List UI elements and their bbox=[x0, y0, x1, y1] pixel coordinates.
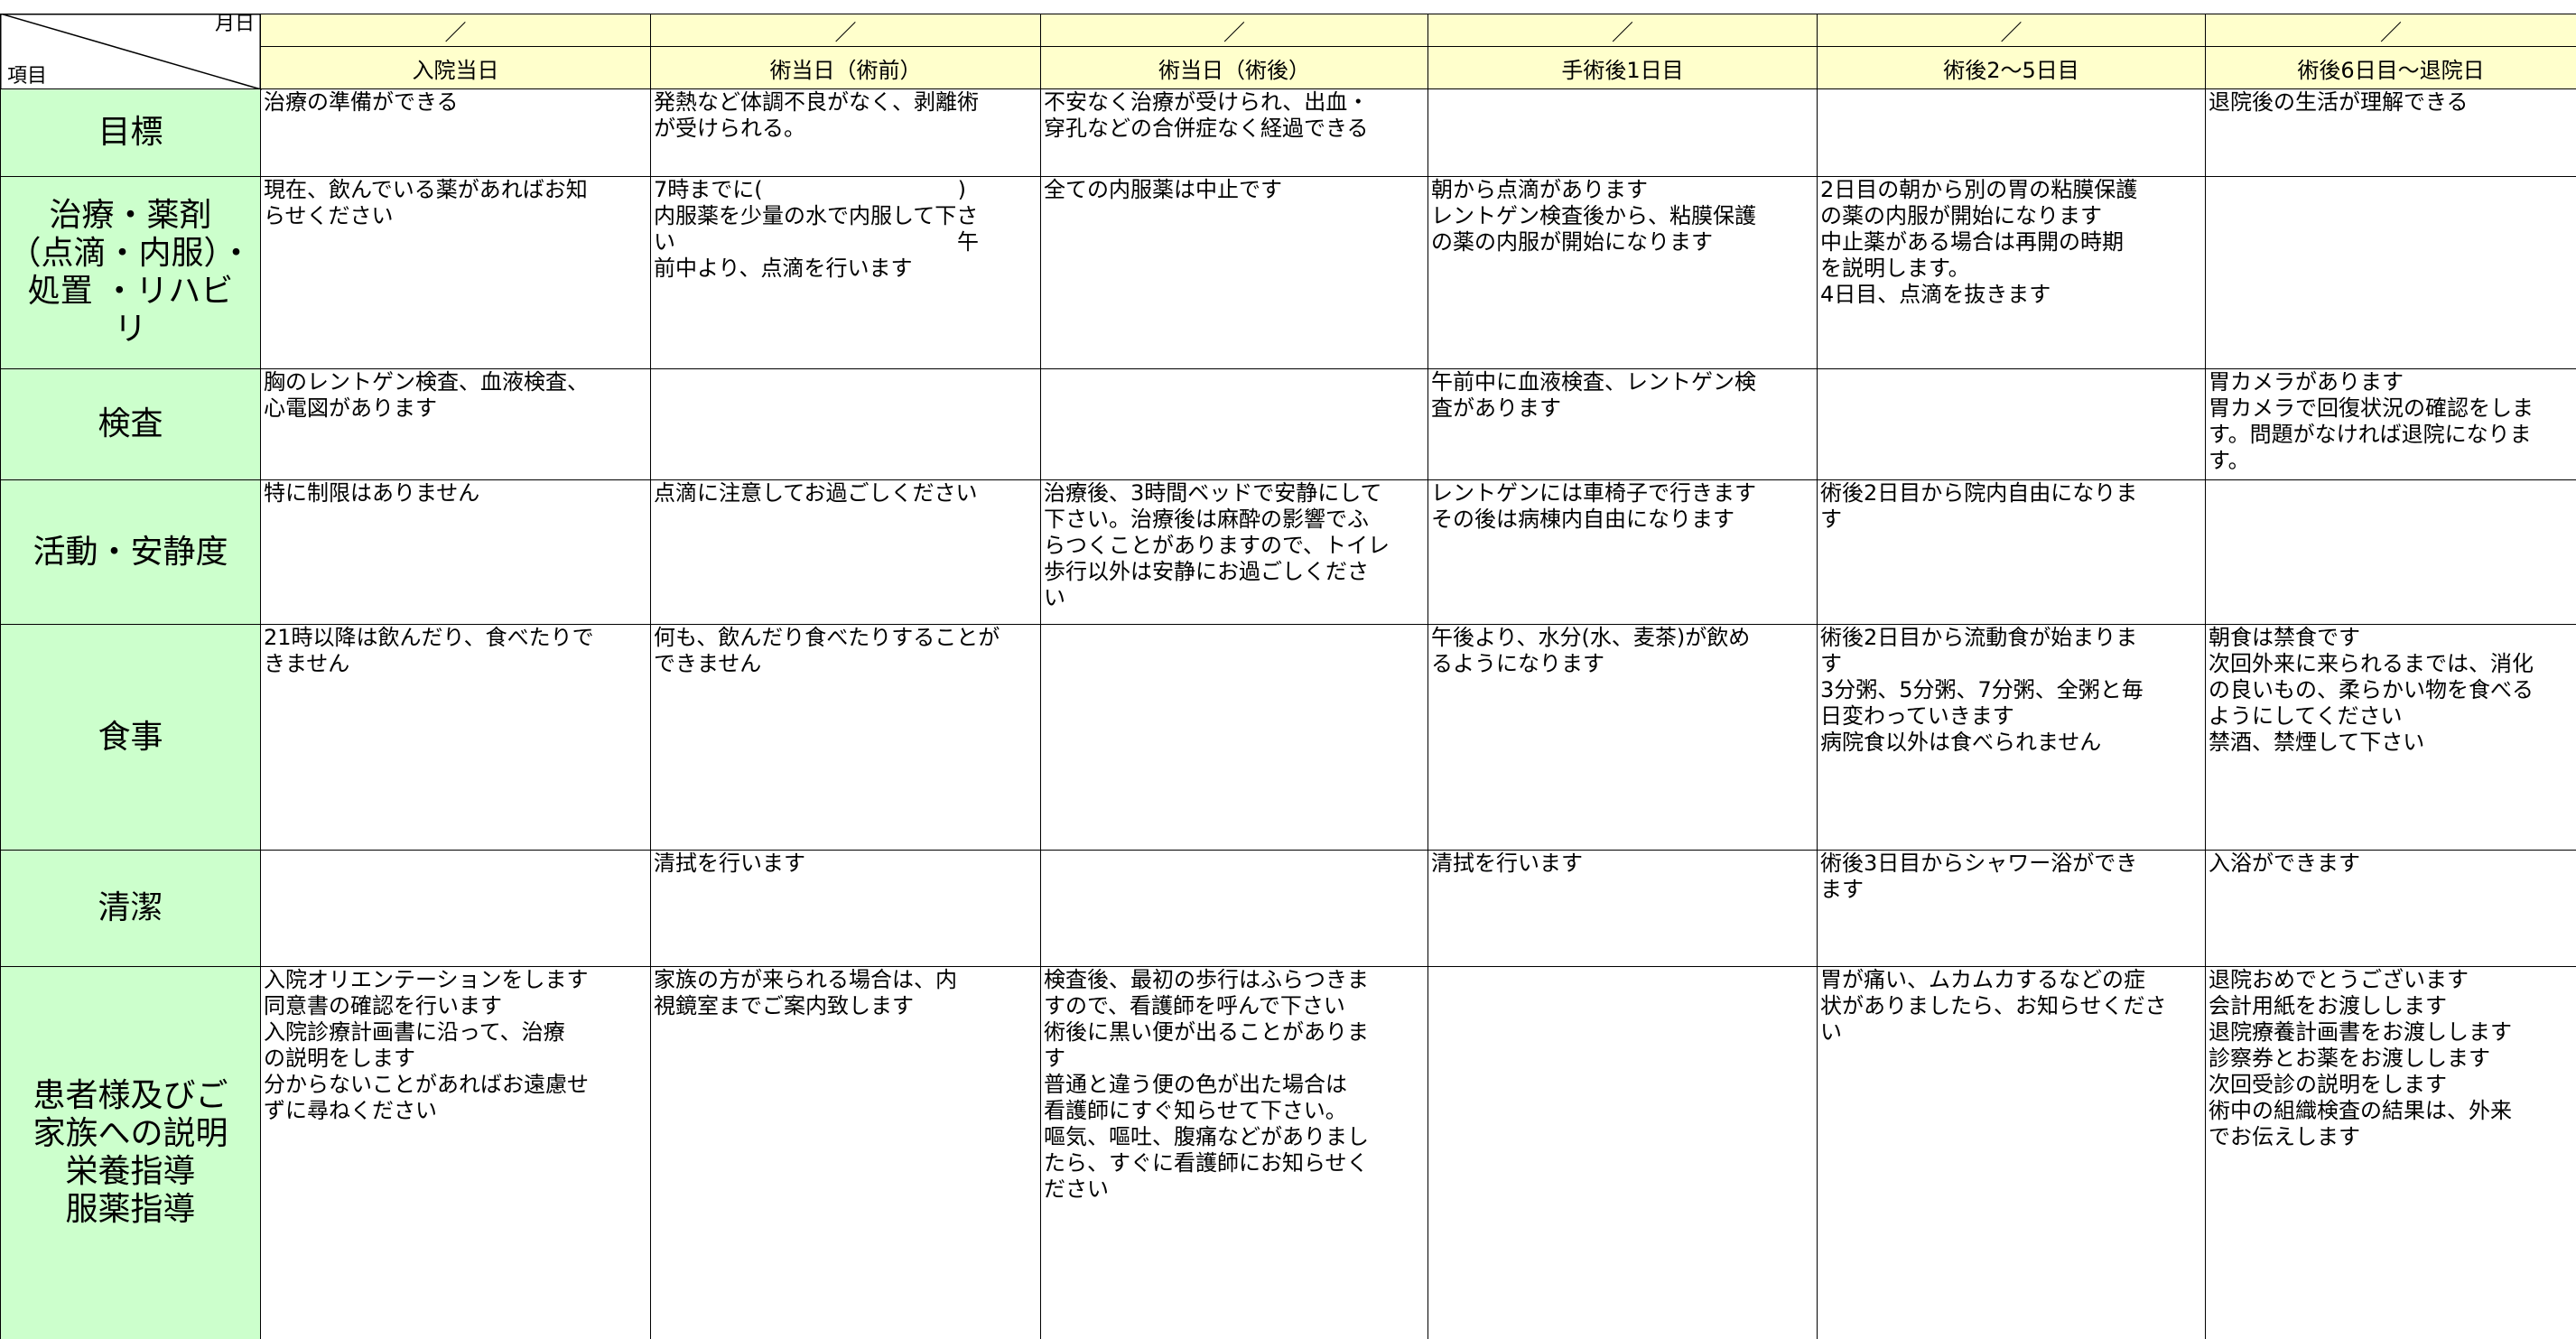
cell: 胃が痛い、ムカムカするなどの症 状がありましたら、お知らせくださ い bbox=[1817, 966, 2206, 1339]
row-label: 活動・安静度 bbox=[0, 479, 261, 625]
cell bbox=[1040, 850, 1428, 967]
row-label: 目標 bbox=[0, 88, 261, 177]
cell bbox=[1040, 624, 1428, 851]
date-cell: ／ bbox=[1817, 14, 2206, 47]
cell: 何も、飲んだり食べたりすることが できません bbox=[650, 624, 1041, 851]
corner-bottom: 項目 bbox=[7, 65, 47, 88]
column-header: 術後6日目～退院日 bbox=[2205, 46, 2576, 89]
column-header: 手術後1日目 bbox=[1427, 46, 1818, 89]
cell bbox=[1817, 88, 2206, 177]
date-cell: ／ bbox=[1427, 14, 1818, 47]
row-label: 治療・薬剤 （点滴・内服）・ 処置 ・リハビ リ bbox=[0, 176, 261, 369]
column-header: 入院当日 bbox=[260, 46, 651, 89]
cell: 退院後の生活が理解できる bbox=[2205, 88, 2576, 177]
cell: 清拭を行います bbox=[1427, 850, 1818, 967]
cell: 治療の準備ができる bbox=[260, 88, 651, 177]
date-cell: ／ bbox=[650, 14, 1041, 47]
cell: 入浴ができます bbox=[2205, 850, 2576, 967]
cell bbox=[2205, 479, 2576, 625]
cell: 全ての内服薬は中止です bbox=[1040, 176, 1428, 369]
column-header: 術当日（術後） bbox=[1040, 46, 1428, 89]
date-cell: ／ bbox=[1040, 14, 1428, 47]
cell: 朝から点滴があります レントゲン検査後から、粘膜保護 の薬の内服が開始になります bbox=[1427, 176, 1818, 369]
row-label: 患者様及びご 家族への説明 栄養指導 服薬指導 bbox=[0, 966, 261, 1339]
cell: 治療後、3時間ベッドで安静にして 下さい。治療後は麻酔の影響でふ らつくことがあ… bbox=[1040, 479, 1428, 625]
cell: 不安なく治療が受けられ、出血・ 穿孔などの合併症なく経過できる bbox=[1040, 88, 1428, 177]
cell bbox=[1040, 368, 1428, 480]
cell: 術後2日目から院内自由になりま す bbox=[1817, 479, 2206, 625]
corner-top: 月日 bbox=[215, 14, 255, 35]
cell: 21時以降は飲んだり、食べたりで きません bbox=[260, 624, 651, 851]
column-header: 術後2～5日目 bbox=[1817, 46, 2206, 89]
cell: 胸のレントゲン検査、血液検査、 心電図があります bbox=[260, 368, 651, 480]
cell: 発熱など体調不良がなく、剥離術 が受けられる。 bbox=[650, 88, 1041, 177]
cell bbox=[2205, 176, 2576, 369]
cell: レントゲンには車椅子で行きます その後は病棟内自由になります bbox=[1427, 479, 1818, 625]
cell: 点滴に注意してお過ごしください bbox=[650, 479, 1041, 625]
cell: 2日目の朝から別の胃の粘膜保護 の薬の内服が開始になります 中止薬がある場合は再… bbox=[1817, 176, 2206, 369]
row-label: 食事 bbox=[0, 624, 261, 851]
cell bbox=[1427, 966, 1818, 1339]
date-cell: ／ bbox=[260, 14, 651, 47]
cell: 術後3日目からシャワー浴ができ ます bbox=[1817, 850, 2206, 967]
cell: 術後2日目から流動食が始まりま す 3分粥、5分粥、7分粥、全粥と毎 日変わって… bbox=[1817, 624, 2206, 851]
cell bbox=[260, 850, 651, 967]
cell: 退院おめでとうございます 会計用紙をお渡しします 退院療養計画書をお渡しします … bbox=[2205, 966, 2576, 1339]
date-cell: ／ bbox=[2205, 14, 2576, 47]
cell: 朝食は禁食です 次回外来に来られるまでは、消化 の良いもの、柔らかい物を食べる … bbox=[2205, 624, 2576, 851]
cell: 特に制限はありません bbox=[260, 479, 651, 625]
cell: 検査後、最初の歩行はふらつきま すので、看護師を呼んで下さい 術後に黒い便が出る… bbox=[1040, 966, 1428, 1339]
cell bbox=[1427, 88, 1818, 177]
cell bbox=[650, 368, 1041, 480]
cell: 家族の方が来られる場合は、内 視鏡室までご案内致します bbox=[650, 966, 1041, 1339]
cell bbox=[1817, 368, 2206, 480]
cell: 清拭を行います bbox=[650, 850, 1041, 967]
corner-cell: 月日 項目 bbox=[0, 14, 262, 90]
column-header: 術当日（術前） bbox=[650, 46, 1041, 89]
cell: 午後より、水分(水、麦茶)が飲め るようになります bbox=[1427, 624, 1818, 851]
row-label: 清潔 bbox=[0, 850, 261, 967]
cell: 現在、飲んでいる薬があればお知 らせください bbox=[260, 176, 651, 369]
row-label: 検査 bbox=[0, 368, 261, 480]
cell: 7時までに( ) 内服薬を少量の水で内服して下さ い 午 前中より、点滴を行いま… bbox=[650, 176, 1041, 369]
cell: 胃カメラがあります 胃カメラで回復状況の確認をしま す。問題がなければ退院になり… bbox=[2205, 368, 2576, 480]
cell: 午前中に血液検査、レントゲン検 査があります bbox=[1427, 368, 1818, 480]
cell: 入院オリエンテーションをします 同意書の確認を行います 入院診療計画書に沿って、… bbox=[260, 966, 651, 1339]
